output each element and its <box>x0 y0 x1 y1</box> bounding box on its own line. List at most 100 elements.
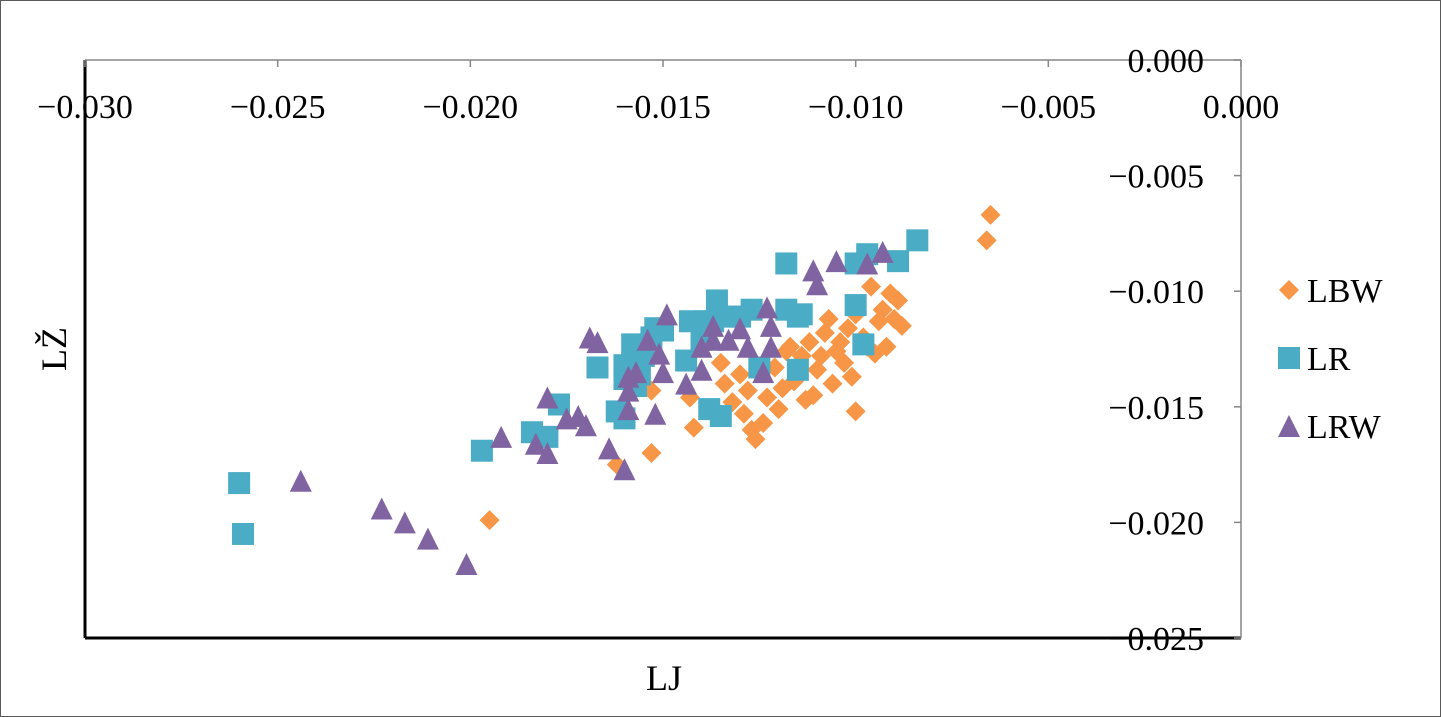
data-point-lrw <box>871 240 894 263</box>
data-point-lbw <box>880 283 901 304</box>
data-point-lrw <box>702 328 725 351</box>
data-point-lr <box>906 229 929 252</box>
y-axis-title: LŽ <box>34 327 74 371</box>
data-point-lrw <box>655 303 678 326</box>
data-point-lrw <box>536 386 559 409</box>
data-point-lrw <box>652 361 674 384</box>
data-point-lrw <box>644 402 667 425</box>
y-tick-label: −0.010 <box>1108 274 1204 311</box>
data-point-lr <box>844 294 867 317</box>
data-point-lrw <box>690 335 713 358</box>
data-point-lbw <box>822 373 843 394</box>
data-point-lrw <box>756 296 779 319</box>
data-point-lrw <box>759 335 782 358</box>
data-point-lbw <box>807 359 828 380</box>
data-point-lrw <box>752 361 775 384</box>
y-tick-label: −0.015 <box>1108 390 1204 427</box>
data-point-lbw <box>980 204 1001 225</box>
data-point-lr <box>705 289 728 312</box>
data-point-lrw <box>416 527 439 550</box>
data-point-lbw <box>710 352 731 373</box>
data-point-lr <box>709 405 732 428</box>
data-point-lrw <box>555 407 578 430</box>
data-point-lr <box>586 356 609 379</box>
data-point-lrw <box>578 326 601 349</box>
points-layer <box>228 204 1001 576</box>
data-point-lr <box>231 522 254 545</box>
y-tick-label: −0.025 <box>1108 621 1204 658</box>
data-point-lr <box>887 250 910 273</box>
data-point-lbw <box>845 401 866 422</box>
data-point-lbw <box>810 345 831 366</box>
legend-label-lrw: LRW <box>1307 409 1382 446</box>
data-point-lrw <box>648 342 671 365</box>
data-point-lbw <box>741 419 762 440</box>
data-point-lbw <box>772 378 793 399</box>
data-point-lrw <box>825 250 848 273</box>
legend-item-lbw: LBW <box>1279 273 1383 310</box>
data-point-lbw <box>641 443 662 464</box>
legend: LBW LR LRW <box>1278 273 1383 446</box>
data-point-lbw <box>868 311 889 332</box>
legend-item-lrw: LRW <box>1278 409 1382 446</box>
data-point-lr <box>786 358 809 381</box>
data-point-lrw <box>717 328 740 351</box>
x-axis-title: LJ <box>646 658 682 698</box>
data-point-lrw <box>675 372 698 395</box>
ticks-layer: −0.030 −0.025 −0.020 −0.015 −0.010 −0.005 0.00… <box>37 43 1279 658</box>
data-point-lrw <box>370 497 393 520</box>
data-point-lr <box>852 333 875 356</box>
legend-label-lr: LR <box>1307 341 1351 378</box>
x-tick-label: 0.000 <box>1203 89 1280 126</box>
legend-label-lbw: LBW <box>1307 273 1383 310</box>
x-tick-label: −0.030 <box>37 89 133 126</box>
data-point-lrw <box>702 314 725 337</box>
data-point-lbw <box>776 341 797 362</box>
data-point-lbw <box>837 318 858 339</box>
data-point-lrw <box>729 317 752 340</box>
series-lr <box>228 229 929 545</box>
y-tick-label: −0.005 <box>1108 159 1204 196</box>
legend-marker-lbw <box>1279 280 1299 300</box>
data-point-lrw <box>598 437 621 460</box>
legend-marker-lr <box>1278 347 1300 369</box>
legend-marker-lrw <box>1278 415 1300 437</box>
data-point-lbw <box>479 510 500 531</box>
series-lbw <box>479 204 1001 531</box>
legend-item-lr: LR <box>1278 341 1351 378</box>
data-point-lr <box>520 421 543 444</box>
data-point-lbw <box>841 366 862 387</box>
data-point-lrw <box>617 379 640 402</box>
data-point-lbw <box>768 399 789 420</box>
data-point-lrw <box>393 511 416 534</box>
data-point-lrw <box>617 398 640 421</box>
x-tick-label: −0.015 <box>615 89 711 126</box>
data-point-lbw <box>826 341 847 362</box>
data-point-lr <box>470 439 493 462</box>
data-point-lbw <box>799 332 820 353</box>
data-point-lbw <box>891 315 912 336</box>
data-point-lr <box>678 310 701 333</box>
y-tick-label: −0.020 <box>1108 505 1204 542</box>
data-point-lbw <box>976 230 997 251</box>
data-point-lrw <box>613 458 636 481</box>
series-lrw <box>289 240 894 576</box>
data-point-lbw <box>714 373 735 394</box>
data-point-lrw <box>636 328 659 351</box>
data-point-lbw <box>730 364 751 385</box>
x-tick-label: −0.010 <box>808 89 904 126</box>
data-point-lrw <box>289 469 312 492</box>
data-point-lbw <box>814 322 835 343</box>
data-point-lrw <box>490 425 513 448</box>
data-point-lr <box>775 252 798 275</box>
axes-layer <box>83 59 1242 640</box>
data-point-lr <box>675 349 698 372</box>
data-point-lrw <box>536 442 559 465</box>
data-point-lrw <box>455 553 478 576</box>
x-tick-label: −0.005 <box>1000 89 1096 126</box>
data-point-lrw <box>806 273 829 296</box>
x-tick-label: −0.020 <box>422 89 518 126</box>
x-tick-label: −0.025 <box>230 89 326 126</box>
data-point-lbw <box>683 417 704 438</box>
